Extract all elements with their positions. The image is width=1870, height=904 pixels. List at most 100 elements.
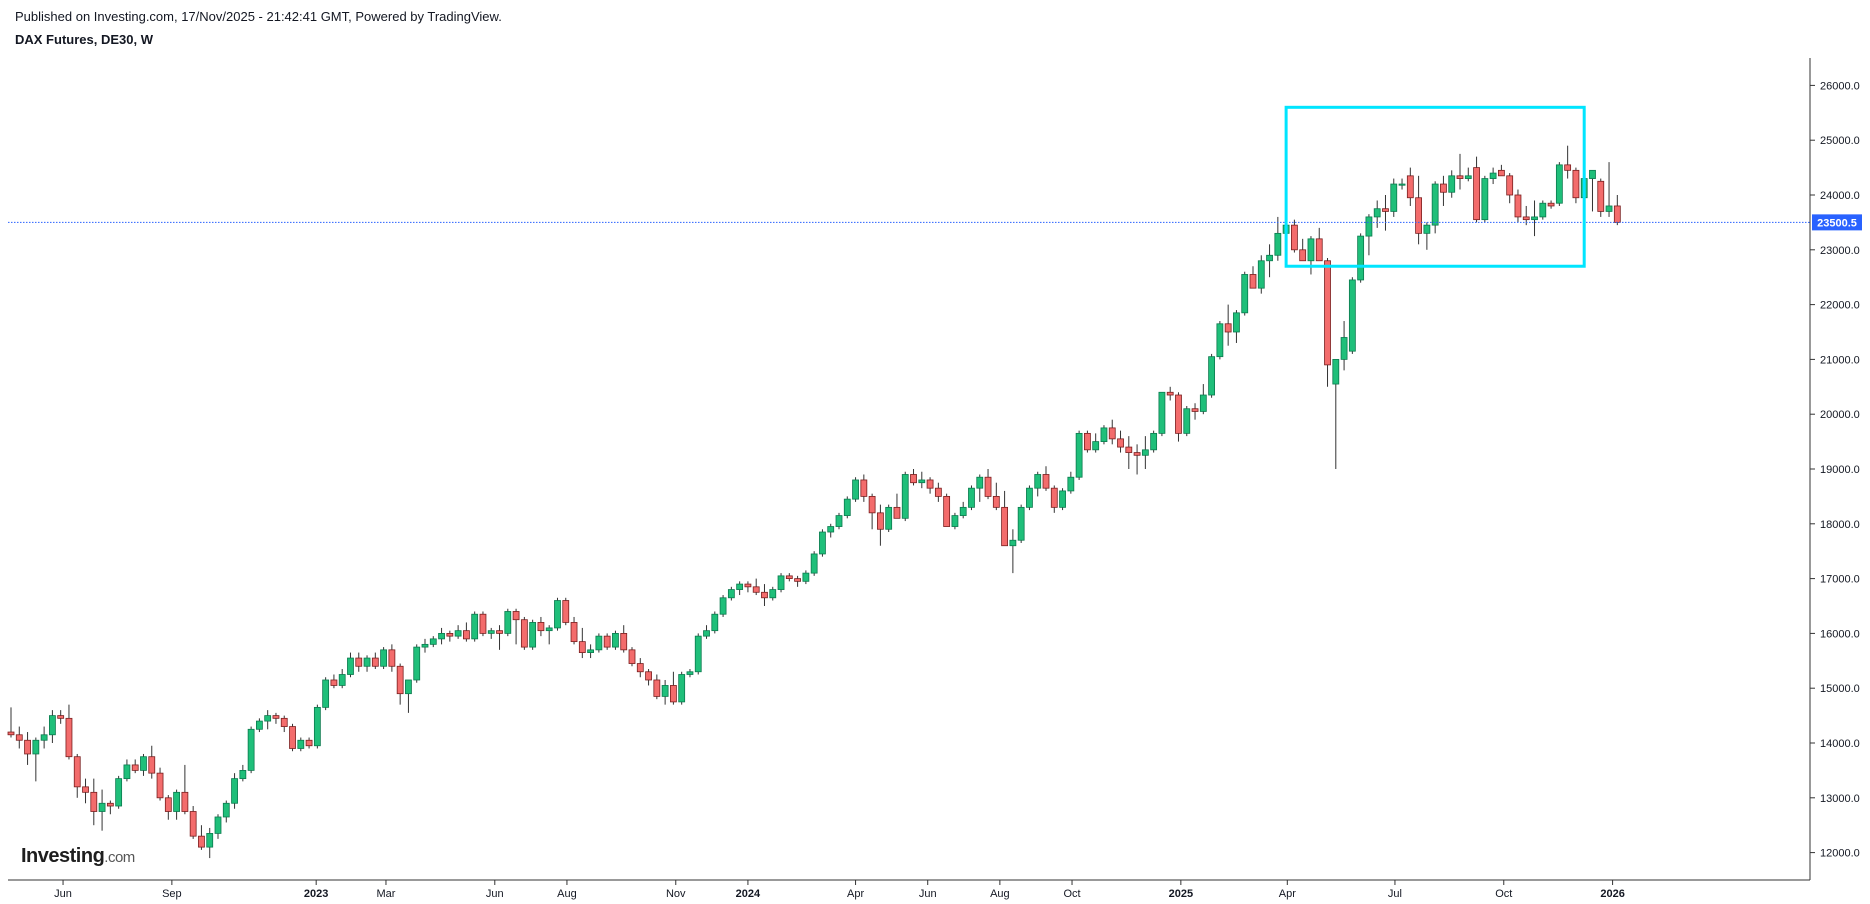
candle-body [761,591,768,599]
candle-body [1440,183,1447,193]
candle-body [148,756,156,774]
candle-body [1332,358,1340,385]
x-tick-label: Jun [919,888,937,900]
candle-body [570,622,578,643]
candle-body [1564,164,1572,171]
candle-body [1009,539,1017,547]
candle-body [1473,167,1480,221]
candle-body [670,685,677,703]
candle-body [1208,356,1215,396]
y-tick-label: 12000.0 [1820,848,1860,860]
candle-body [347,657,354,675]
candle-body [587,649,594,653]
logo-suffix: .com [104,849,135,866]
candle-body [636,663,644,673]
candle-body [115,778,123,807]
candle-body [686,671,694,675]
candle-body [794,578,801,582]
candle-body [1092,441,1100,451]
candle-body [1125,446,1133,453]
candle-body [82,786,89,793]
candle-body [355,657,363,667]
candle-body [239,770,247,780]
candle-body [1175,394,1182,434]
candle-body [1266,254,1273,262]
candle-body [1315,238,1323,262]
candle-body [628,649,636,664]
candle-body [827,526,835,533]
candle-body [1141,449,1149,456]
candle-body [877,512,884,530]
y-tick-label: 13000.0 [1820,793,1860,805]
candle-body [289,726,296,749]
candle-body [1589,169,1596,179]
candle-body [910,474,917,484]
candle-body [1365,216,1373,237]
candle-body [438,633,445,640]
candle-body [1034,474,1042,489]
candle-body [1613,205,1621,223]
candle-body [1183,408,1191,434]
candle-body [1117,438,1124,448]
candle-body [727,589,735,599]
candle-body [785,575,793,579]
candle-body [1299,249,1307,262]
candle-body [976,476,984,489]
candle-body [1324,260,1331,366]
candle-body [1357,235,1365,281]
candle-body [231,778,238,804]
candle-body [49,715,56,736]
candle-body [1257,260,1265,289]
x-tick-label: Sep [162,888,182,900]
candle-body [73,756,81,788]
candle-body [529,622,537,648]
highlight-rectangle [1284,105,1586,268]
candle-body [330,679,338,686]
candle-body [1572,169,1580,199]
candle-body [164,797,172,812]
candle-body [1249,274,1257,289]
x-tick-label: Mar [376,888,395,900]
candle-body [1498,169,1505,177]
candle-body [1406,175,1414,199]
candle-body [951,515,959,527]
candle-body [1348,279,1356,352]
candle-body [1133,452,1141,456]
candle-body [1373,208,1381,218]
candle-body [264,715,272,722]
candle-body [198,835,205,848]
candle-body [1075,432,1083,478]
candle-body [1423,224,1431,234]
candle-body [603,635,611,648]
candle-body [1042,474,1050,489]
candle-body [140,756,147,771]
candle-body [405,679,412,695]
candle-body [1216,323,1224,358]
x-tick-label: 2026 [1600,888,1624,900]
candle-body [380,649,388,667]
candle-body [496,630,503,634]
candle-body [645,671,652,681]
candle-body [371,657,379,667]
x-tick-label: Aug [557,888,577,900]
candle-body [595,635,603,651]
x-tick-label: Apr [1279,888,1296,900]
y-tick-label: 18000.0 [1820,519,1860,531]
candle-body [926,479,934,489]
candle-body [984,476,992,497]
candle-body [173,791,181,812]
candle-body [678,674,686,703]
x-tick-label: Jul [1388,888,1402,900]
candle-body [661,685,669,697]
candle-body [1100,427,1108,442]
candle-body [694,635,702,673]
candle-body [1224,323,1232,333]
candle-body [943,495,951,527]
y-tick-label: 24000.0 [1820,190,1860,202]
candle-body [338,674,346,686]
candle-body [1026,487,1033,508]
y-tick-label: 19000.0 [1820,464,1860,476]
candle-body [429,638,437,645]
candle-body [479,613,487,634]
